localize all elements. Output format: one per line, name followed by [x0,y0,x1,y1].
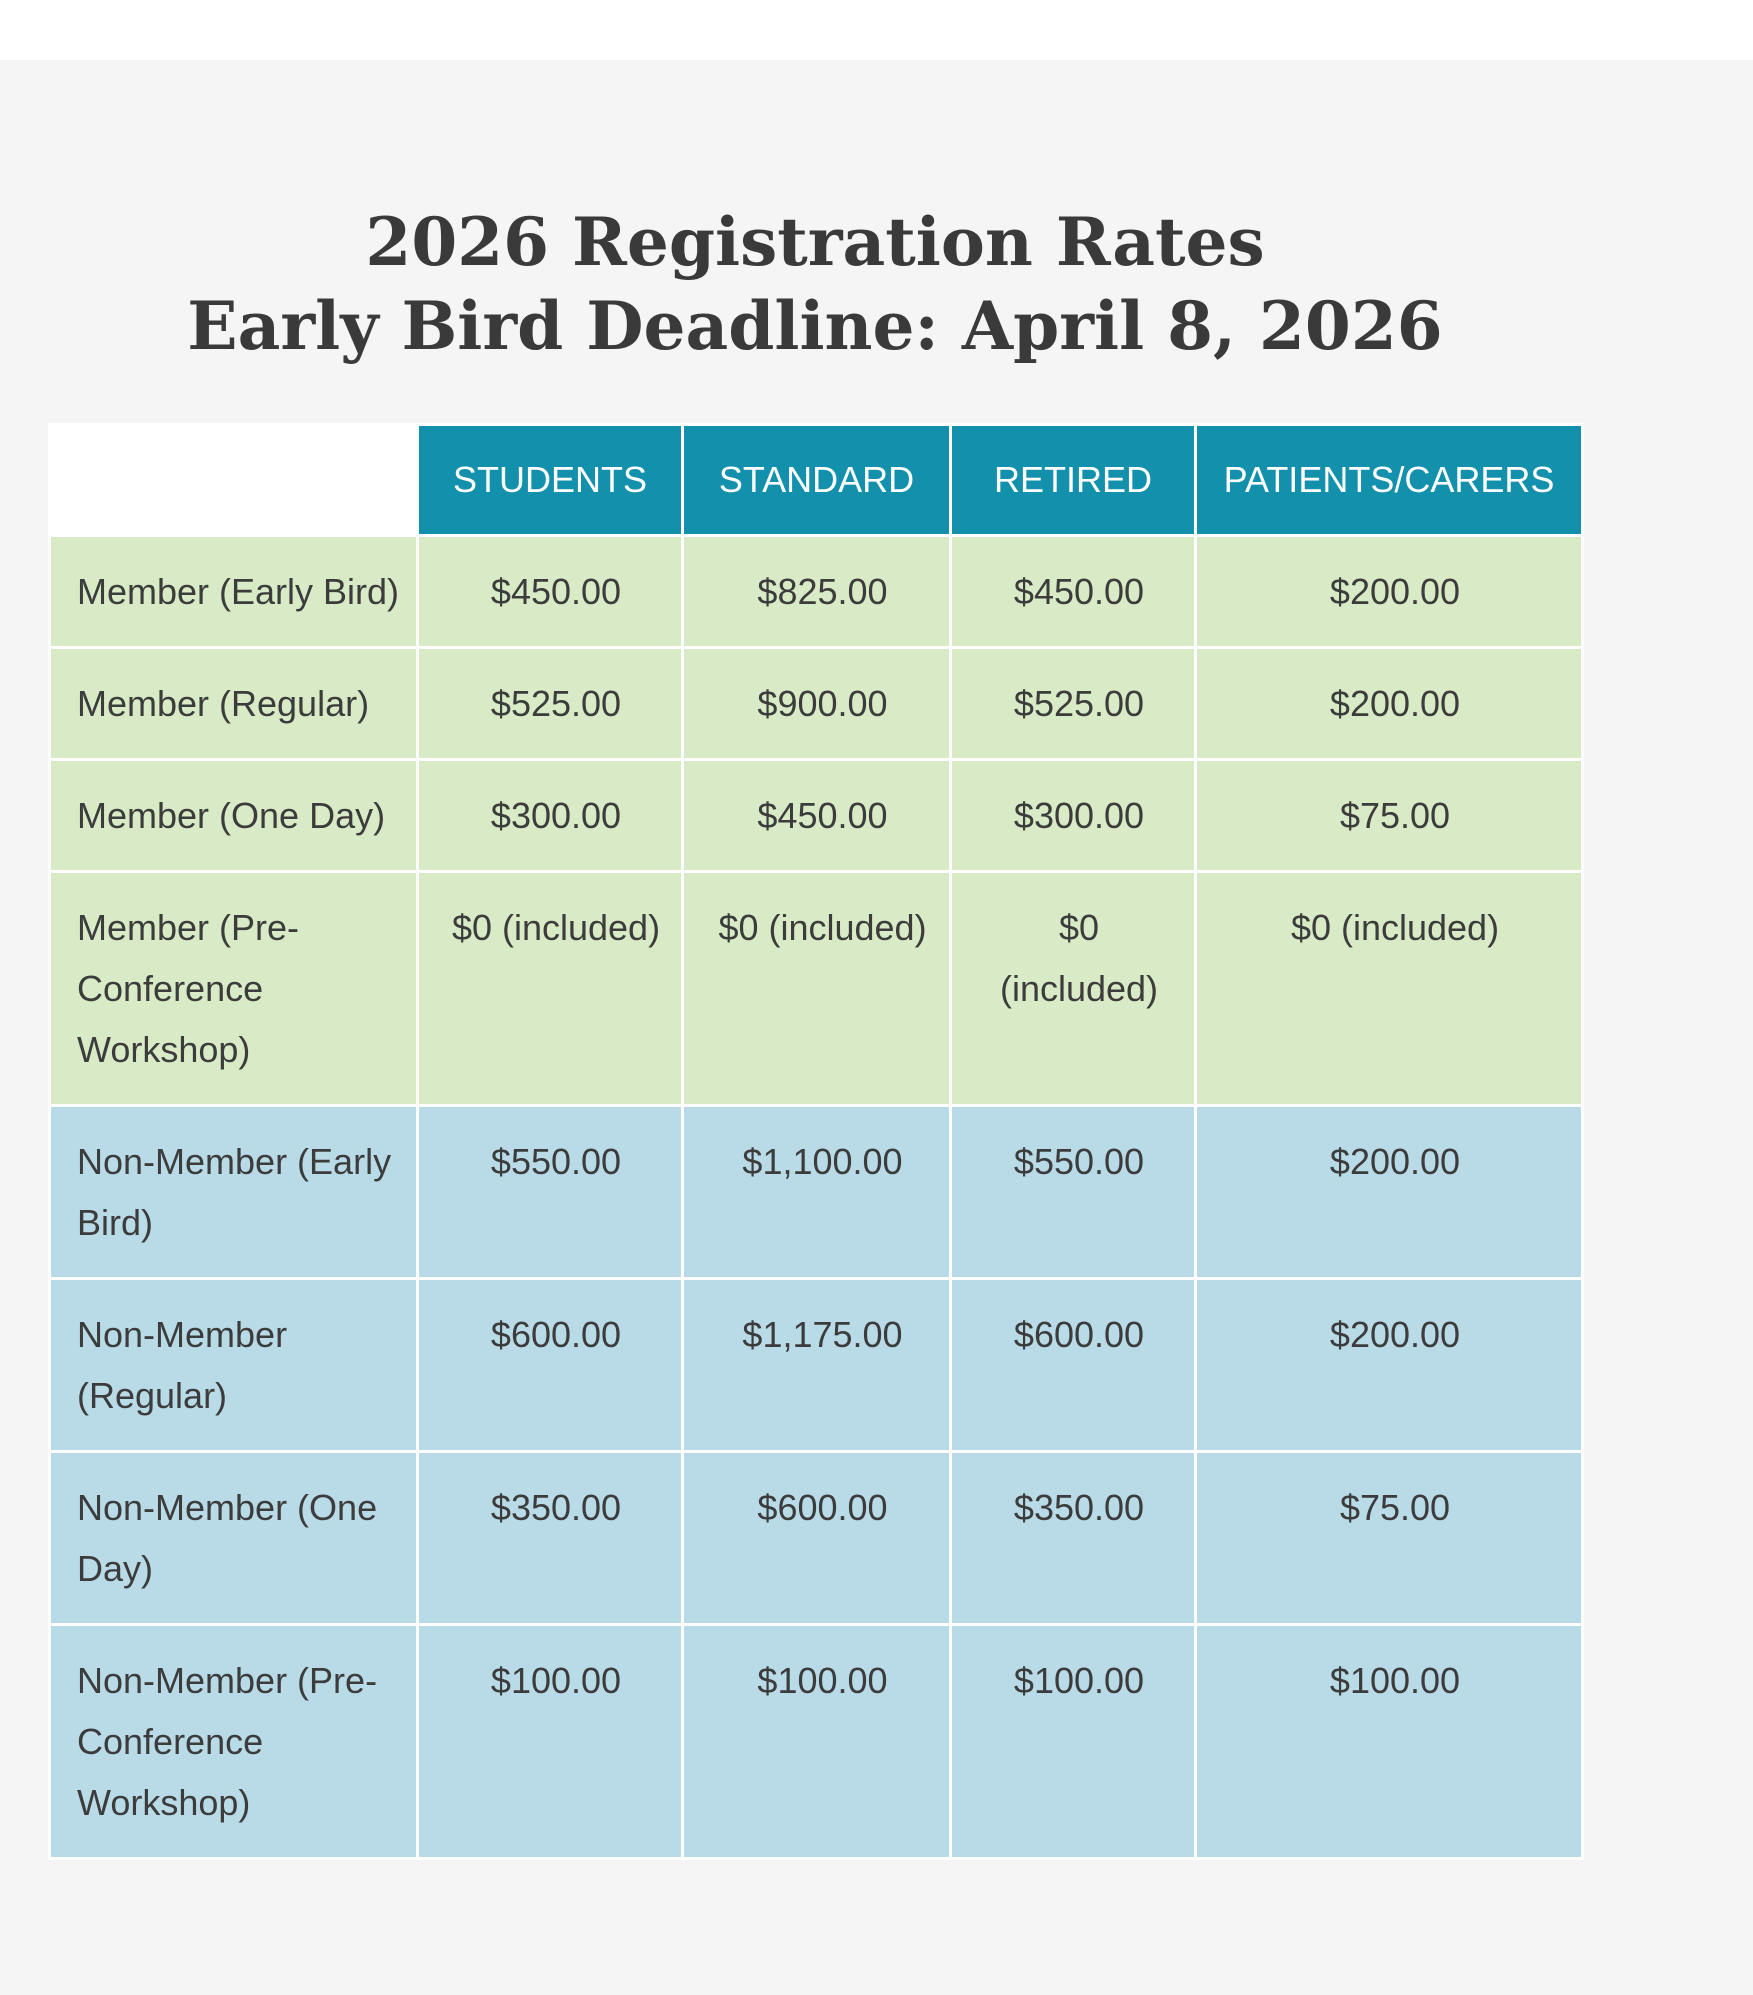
price-cell: $525.00 [416,646,684,761]
title-line-1: 2026 Registration Rates [365,203,1265,281]
price-cell: $350.00 [949,1450,1197,1626]
price-cell: $1,175.00 [681,1277,952,1453]
column-header-students: STUDENTS [416,423,684,537]
table-row: Non-Member (Early Bird) $550.00 $1,100.0… [48,1104,1584,1280]
table-row: Member (Early Bird) $450.00 $825.00 $450… [48,534,1584,649]
table-row: Member (Regular) $525.00 $900.00 $525.00… [48,646,1584,761]
price-cell: $300.00 [949,758,1197,873]
price-cell: $900.00 [681,646,952,761]
price-cell: $200.00 [1194,1104,1584,1280]
price-cell: $600.00 [416,1277,684,1453]
row-label: Member (Regular) [48,646,419,761]
row-label: Member (Pre-Conference Workshop) [48,870,419,1107]
price-cell: $200.00 [1194,1277,1584,1453]
table-header-row: STUDENTS STANDARD RETIRED PATIENTS/CARER… [48,423,1584,537]
row-label: Non-Member (Pre-Conference Workshop) [48,1623,419,1860]
price-cell: $100.00 [1194,1623,1584,1860]
price-cell: $550.00 [949,1104,1197,1280]
page-title: 2026 Registration Rates Early Bird Deadl… [0,200,1630,368]
registration-rates-table: STUDENTS STANDARD RETIRED PATIENTS/CARER… [48,423,1584,1860]
price-cell: $450.00 [416,534,684,649]
price-cell: $100.00 [681,1623,952,1860]
price-cell: $300.00 [416,758,684,873]
row-label: Member (One Day) [48,758,419,873]
column-header-patients-carers: PATIENTS/CARERS [1194,423,1584,537]
header-corner-cell [48,423,419,537]
column-header-retired: RETIRED [949,423,1197,537]
price-cell: $450.00 [949,534,1197,649]
price-cell: $600.00 [681,1450,952,1626]
price-cell: $100.00 [416,1623,684,1860]
table-row: Member (Pre-Conference Workshop) $0 (inc… [48,870,1584,1107]
price-cell: $550.00 [416,1104,684,1280]
price-cell: $0 (included) [681,870,952,1107]
column-header-standard: STANDARD [681,423,952,537]
table-row: Non-Member (Regular) $600.00 $1,175.00 $… [48,1277,1584,1453]
table-row: Non-Member (One Day) $350.00 $600.00 $35… [48,1450,1584,1626]
price-cell: $0 (included) [949,870,1197,1107]
price-cell: $0 (included) [416,870,684,1107]
title-line-2: Early Bird Deadline: April 8, 2026 [187,287,1443,365]
price-cell: $75.00 [1194,758,1584,873]
price-cell: $525.00 [949,646,1197,761]
price-cell: $600.00 [949,1277,1197,1453]
price-cell: $450.00 [681,758,952,873]
price-cell: $75.00 [1194,1450,1584,1626]
row-label: Member (Early Bird) [48,534,419,649]
price-cell: $1,100.00 [681,1104,952,1280]
row-label: Non-Member (One Day) [48,1450,419,1626]
price-cell: $0 (included) [1194,870,1584,1107]
price-cell: $350.00 [416,1450,684,1626]
price-cell: $825.00 [681,534,952,649]
price-cell: $100.00 [949,1623,1197,1860]
row-label: Non-Member (Early Bird) [48,1104,419,1280]
table-row: Non-Member (Pre-Conference Workshop) $10… [48,1623,1584,1860]
price-cell: $200.00 [1194,534,1584,649]
price-cell: $200.00 [1194,646,1584,761]
table-row: Member (One Day) $300.00 $450.00 $300.00… [48,758,1584,873]
row-label: Non-Member (Regular) [48,1277,419,1453]
